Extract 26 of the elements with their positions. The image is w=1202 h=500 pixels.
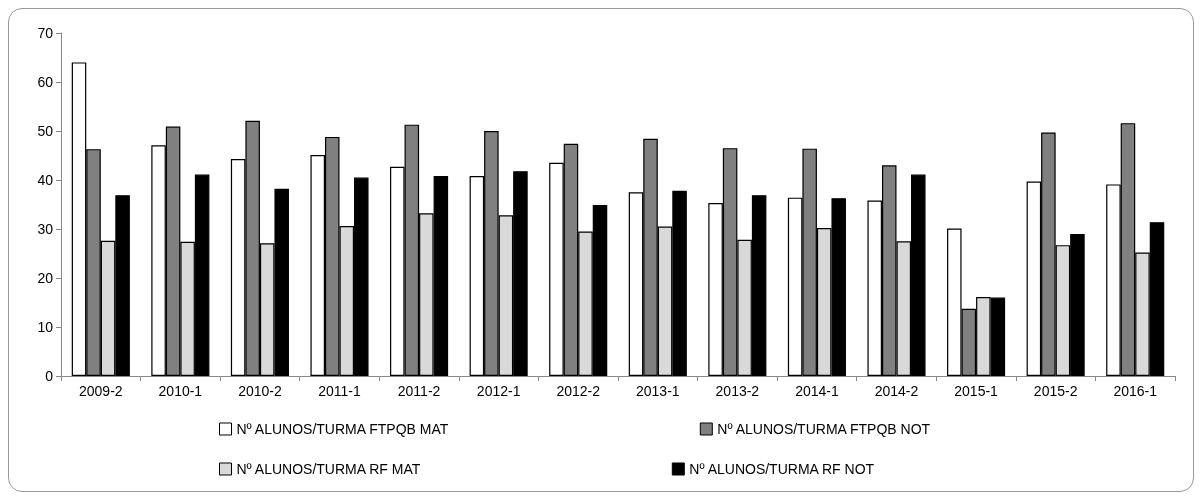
y-tick-label: 40 [37, 172, 54, 188]
x-tick-label: 2014-2 [874, 383, 919, 399]
x-tick-label: 2014-1 [795, 383, 839, 399]
x-tick-label: 2015-1 [954, 383, 999, 399]
x-tick-label: 2009-2 [78, 383, 123, 399]
y-tick-label: 10 [37, 319, 54, 335]
y-tick-label: 70 [37, 25, 54, 41]
legend-label: Nº ALUNOS/TURMA RF MAT [236, 461, 421, 477]
y-tick-label: 20 [37, 270, 54, 286]
x-tick-label: 2011-1 [318, 383, 361, 399]
x-tick-label: 2015-2 [1033, 383, 1078, 399]
x-tick-label: 2012-1 [476, 383, 521, 399]
x-tick-label: 2010-1 [158, 383, 203, 399]
y-tick-label: 30 [37, 221, 54, 237]
x-tick-label: 2012-2 [556, 383, 601, 399]
y-tick-label: 50 [37, 123, 54, 139]
y-tick-label: 60 [37, 74, 54, 90]
x-tick-label: 2016-1 [1113, 383, 1158, 399]
legend-label: Nº ALUNOS/TURMA FTPQB NOT [717, 421, 931, 437]
x-tick-label: 2013-1 [635, 383, 680, 399]
x-tick-label: 2010-2 [238, 383, 282, 399]
legend-label: Nº ALUNOS/TURMA RF NOT [689, 461, 875, 477]
legend-label: Nº ALUNOS/TURMA FTPQB MAT [236, 421, 449, 437]
y-tick-label: 0 [45, 368, 54, 384]
x-tick-label: 2013-2 [715, 383, 760, 399]
x-tick-label: 2011-2 [397, 383, 441, 399]
